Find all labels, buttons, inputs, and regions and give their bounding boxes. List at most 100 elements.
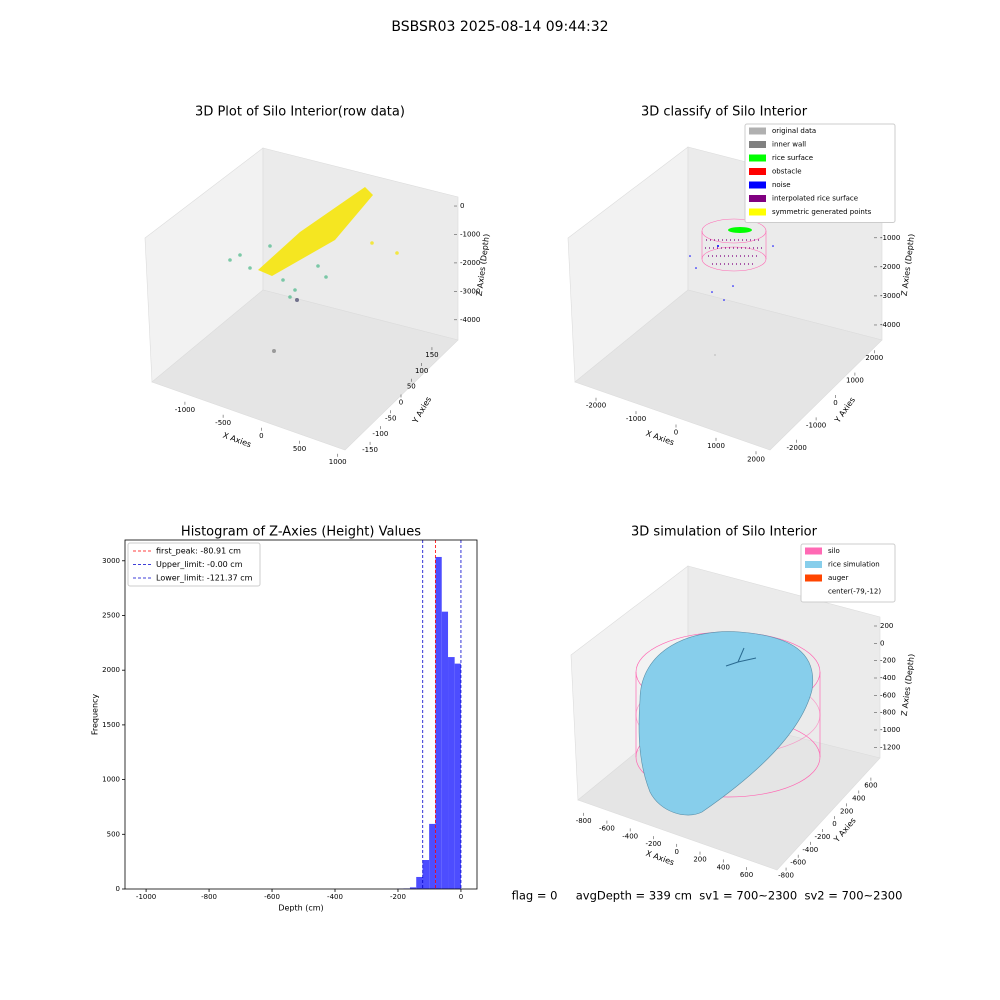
- legend-label: first_peak: -80.91 cm: [156, 547, 241, 556]
- bar: [409, 887, 417, 889]
- panes-4: [570, 565, 881, 871]
- legend-label: Lower_limit: -121.37 cm: [156, 574, 253, 583]
- chart-title: 3D classify of Silo Interior: [641, 105, 808, 120]
- legend-frame: [127, 542, 261, 587]
- y-axis-label: Frequency: [91, 694, 100, 736]
- x-tick-label: -400: [327, 893, 343, 901]
- z-tick-label: -200: [880, 657, 896, 665]
- z-tick-label: -1000: [880, 726, 900, 734]
- z-tick-label: -1000: [460, 230, 480, 238]
- y-tick-label: -100: [372, 430, 388, 438]
- y-tick-label: -400: [802, 846, 818, 854]
- panes-2: [567, 146, 883, 451]
- x-tick-label: 0: [459, 893, 463, 901]
- x-tick-label: 400: [717, 863, 730, 871]
- bar: [454, 663, 461, 889]
- z-tick-label: 0: [460, 202, 464, 210]
- legend-label: noise: [772, 181, 791, 189]
- bar: [422, 860, 430, 889]
- y-tick-label: 0: [833, 399, 837, 407]
- x-tick-label: -400: [622, 832, 638, 840]
- legend-label: auger: [828, 574, 848, 582]
- x-tick-label: -600: [264, 893, 280, 901]
- z-tick-label: -4000: [460, 316, 480, 324]
- z-tick-label: -2000: [460, 259, 480, 267]
- y-tick-label: -800: [778, 872, 794, 880]
- x-axis-label: Depth (cm): [278, 904, 323, 913]
- x-tick-label: -1000: [626, 415, 646, 423]
- y-tick-label: 0: [832, 820, 836, 828]
- bar: [429, 823, 436, 889]
- x-tick-label: 0: [259, 432, 263, 440]
- legend-swatch: [805, 547, 822, 555]
- legend-swatch: [749, 141, 766, 148]
- legend-swatch: [749, 127, 766, 135]
- y-tick-label: 0: [116, 885, 120, 893]
- y-tick-label: 0: [399, 399, 403, 407]
- y-tick-label: 400: [852, 794, 865, 802]
- y-tick-label: 2000: [865, 354, 883, 362]
- x-tick-label: -1000: [136, 893, 156, 901]
- legend-label: silo: [828, 547, 840, 555]
- y-tick-label: 600: [864, 782, 877, 790]
- x-tick-label: -800: [201, 893, 217, 901]
- legend-swatch: [749, 181, 766, 189]
- y-tick-label: 100: [415, 367, 428, 375]
- panes-1: [144, 147, 459, 451]
- x-tick-label: -2000: [586, 402, 606, 410]
- y-tick-label: -200: [814, 833, 830, 841]
- legend-swatch: [805, 574, 822, 582]
- legend-frame: [744, 123, 896, 223]
- y-tick-label: 200: [840, 807, 853, 815]
- x-tick-label: -1000: [175, 406, 195, 414]
- legend-label: center(-79,-12): [828, 588, 881, 596]
- bar: [441, 611, 449, 889]
- plot-frame: [124, 539, 478, 890]
- legend-swatch: [805, 561, 822, 568]
- chart-title: 3D simulation of Silo Interior: [631, 525, 818, 540]
- x-tick-label: -600: [599, 825, 615, 833]
- chart-title: 3D Plot of Silo Interior(row data): [195, 105, 405, 120]
- legend-label: rice surface: [772, 154, 813, 162]
- bar: [416, 876, 423, 889]
- y-tick-label: 2000: [102, 666, 120, 674]
- x-tick-label: -500: [215, 419, 231, 427]
- y-tick-label: 500: [107, 830, 120, 838]
- z-tick-label: -600: [880, 691, 896, 699]
- y-tick-label: 150: [425, 351, 438, 359]
- z-tick-label: 0: [880, 639, 884, 647]
- legend-label: rice simulation: [828, 561, 880, 569]
- legend-swatch: [749, 195, 766, 202]
- y-tick-label: -50: [385, 414, 396, 422]
- x-tick-label: 600: [740, 871, 753, 879]
- z-tick-label: -1200: [880, 743, 900, 751]
- z-tick-label: -3000: [880, 292, 900, 300]
- legend-label: Upper_limit: -0.00 cm: [156, 560, 243, 569]
- y-tick-label: 1000: [846, 377, 864, 385]
- y-tick-label: 2500: [102, 611, 120, 619]
- legend-label: interpolated rice surface: [772, 195, 858, 203]
- y-tick-label: -150: [362, 446, 378, 454]
- chart-title: Histogram of Z-Axies (Height) Values: [181, 525, 421, 540]
- x-tick-label: 200: [693, 856, 706, 864]
- x-tick-label: -800: [576, 817, 592, 825]
- z-tick-label: -3000: [460, 287, 480, 295]
- y-tick-label: -600: [790, 859, 806, 867]
- legend-label: original data: [772, 127, 816, 135]
- figure-title: BSBSR03 2025-08-14 09:44:32: [391, 19, 608, 35]
- x-tick-label: 500: [293, 445, 306, 453]
- z-tick-label: 200: [880, 622, 893, 630]
- legend-swatch: [749, 154, 766, 162]
- x-tick-label: -200: [646, 840, 662, 848]
- x-tick-label: 2000: [747, 455, 765, 463]
- legend-label: symmetric generated points: [772, 208, 872, 216]
- legend-label: obstacle: [772, 168, 802, 176]
- y-tick-label: 1000: [102, 776, 120, 784]
- x-tick-label: -200: [390, 893, 406, 901]
- bar: [448, 657, 455, 889]
- y-tick-label: 1500: [102, 721, 120, 729]
- y-tick-label: -1000: [806, 421, 826, 429]
- legend-frame: [800, 543, 896, 603]
- z-tick-label: -2000: [880, 263, 900, 271]
